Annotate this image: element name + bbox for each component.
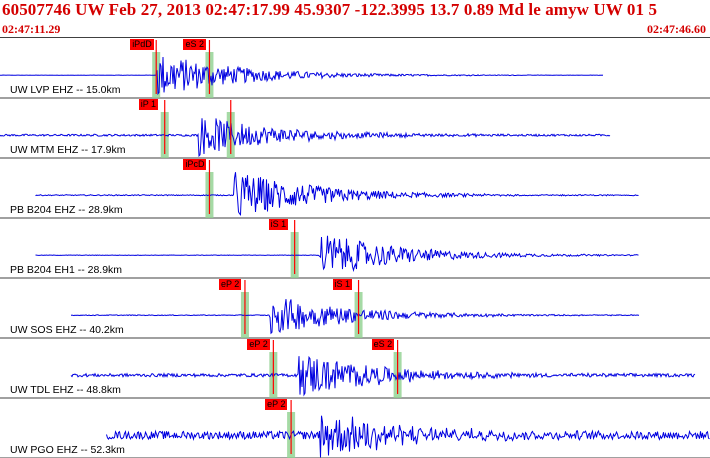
pick-label[interactable]: eS 2: [183, 39, 206, 50]
station-label: PB B204 EH1 -- 28.9km: [10, 264, 123, 276]
station-label: UW LVP EHZ -- 15.0km: [10, 84, 121, 96]
pick-label[interactable]: iPdD: [130, 39, 154, 50]
time-window-start: 02:47:11.29: [2, 22, 61, 36]
station-label: UW MTM EHZ -- 17.9km: [10, 144, 126, 156]
pick-label[interactable]: eS 2: [371, 339, 395, 350]
pick-label[interactable]: iS 1: [332, 279, 353, 290]
pick-label[interactable]: iS 1: [268, 219, 289, 230]
waveform-trace[interactable]: [0, 118, 611, 158]
waveform-trace[interactable]: [106, 415, 710, 458]
station-label: UW PGO EHZ -- 52.3km: [10, 444, 125, 456]
station-label: UW TDL EHZ -- 48.8km: [10, 384, 121, 396]
pick-label[interactable]: iPcD: [183, 159, 207, 170]
waveform-trace[interactable]: [70, 299, 640, 335]
waveform-trace[interactable]: [0, 56, 604, 96]
pick-label[interactable]: iP 1: [138, 99, 159, 110]
pick-label[interactable]: eP 2: [247, 339, 270, 350]
time-window-end: 02:47:46.60: [647, 22, 706, 36]
pick-label[interactable]: eP 2: [265, 399, 288, 410]
waveform-trace[interactable]: [70, 355, 696, 397]
waveform-trace[interactable]: [35, 172, 639, 216]
pick-label[interactable]: eP 2: [218, 279, 242, 290]
station-label: PB B204 EHZ -- 28.9km: [10, 204, 123, 216]
event-header-title: 60507746 UW Feb 27, 2013 02:47:17.99 45.…: [2, 0, 658, 19]
station-label: UW SOS EHZ -- 40.2km: [10, 324, 124, 336]
header-separator: [0, 37, 710, 38]
waveform-trace[interactable]: [35, 235, 639, 273]
